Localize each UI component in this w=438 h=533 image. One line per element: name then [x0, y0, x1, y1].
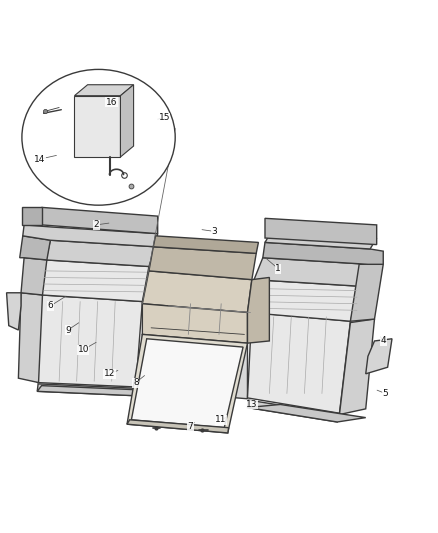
Text: 11: 11: [215, 415, 227, 424]
Polygon shape: [142, 271, 252, 312]
Text: 16: 16: [106, 98, 117, 107]
Text: 13: 13: [246, 400, 258, 409]
Polygon shape: [265, 231, 377, 249]
Polygon shape: [247, 280, 359, 321]
Polygon shape: [20, 236, 50, 260]
Polygon shape: [74, 96, 120, 157]
Text: 1: 1: [275, 264, 281, 273]
Polygon shape: [22, 207, 42, 225]
Polygon shape: [265, 219, 377, 245]
Polygon shape: [21, 258, 47, 295]
Text: 7: 7: [187, 422, 194, 431]
Polygon shape: [37, 384, 136, 395]
Polygon shape: [42, 207, 158, 233]
Polygon shape: [153, 236, 258, 253]
Text: 5: 5: [382, 389, 389, 398]
Polygon shape: [46, 240, 155, 266]
Text: 2: 2: [94, 220, 99, 229]
Polygon shape: [37, 295, 142, 387]
Text: 6: 6: [47, 302, 53, 310]
Polygon shape: [37, 386, 142, 395]
Text: 3: 3: [212, 227, 218, 236]
Polygon shape: [339, 319, 374, 415]
Polygon shape: [120, 85, 134, 157]
Polygon shape: [247, 312, 350, 413]
Polygon shape: [131, 339, 243, 427]
Ellipse shape: [22, 69, 175, 205]
Polygon shape: [23, 225, 158, 247]
Polygon shape: [127, 420, 229, 433]
Text: 14: 14: [34, 155, 45, 164]
Polygon shape: [127, 334, 247, 433]
Text: 12: 12: [104, 369, 115, 378]
Polygon shape: [263, 243, 383, 264]
Text: 4: 4: [381, 336, 386, 345]
Polygon shape: [42, 260, 149, 302]
Polygon shape: [142, 304, 247, 343]
Polygon shape: [247, 400, 339, 422]
Polygon shape: [149, 247, 256, 280]
Polygon shape: [142, 334, 247, 399]
Text: 10: 10: [78, 345, 89, 354]
Polygon shape: [350, 264, 383, 321]
Text: 8: 8: [133, 378, 139, 387]
Text: 15: 15: [159, 113, 170, 122]
Polygon shape: [74, 85, 134, 96]
Text: 9: 9: [65, 326, 71, 335]
Polygon shape: [366, 339, 392, 374]
Polygon shape: [18, 293, 42, 383]
Polygon shape: [247, 405, 366, 422]
Polygon shape: [247, 278, 269, 343]
Polygon shape: [254, 258, 368, 286]
Polygon shape: [7, 293, 21, 330]
